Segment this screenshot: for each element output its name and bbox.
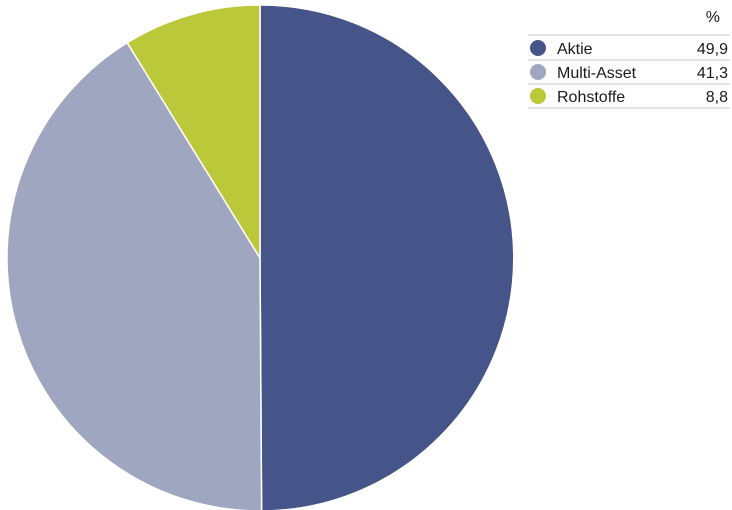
pie-slice-aktie (259, 4, 515, 510)
legend-value-header: % (706, 9, 720, 26)
legend-label-multi-asset: Multi-Asset (557, 65, 637, 82)
legend-label-rohstoffe: Rohstoffe (557, 89, 625, 106)
legend-value-rohstoffe: 8,8 (706, 89, 728, 106)
legend-label-aktie: Aktie (557, 41, 593, 58)
legend-rows: Aktie 49,9 Multi-Asset 41,3 Rohstoffe 8,8 (528, 40, 730, 109)
legend-value-aktie: 49,9 (697, 41, 728, 58)
pie-slices (6, 4, 515, 510)
legend-swatch-rohstoffe (530, 88, 546, 104)
legend-swatch-multi-asset (530, 64, 546, 80)
pie-slice-rohstoffe (126, 4, 261, 261)
legend-swatch-aktie (530, 40, 546, 56)
legend: % Aktie 49,9 Multi-Asset 41,3 Rohstoffe 8,8 (528, 9, 730, 109)
legend-value-multi-asset: 41,3 (697, 65, 728, 82)
pie-slice-multi-asset (6, 41, 263, 510)
